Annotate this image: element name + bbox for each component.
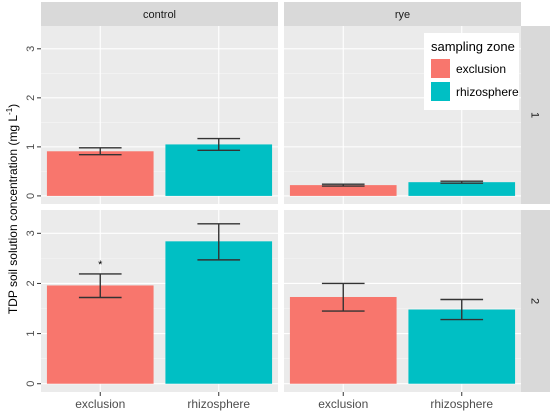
x-tick-label-exclusion: exclusion: [75, 397, 125, 411]
bar-exclusion: [46, 285, 154, 384]
bar-exclusion: [289, 185, 397, 196]
legend-key-exclusion: [431, 59, 450, 78]
legend-title: sampling zone: [431, 39, 515, 54]
y-tick-label: 2: [25, 280, 37, 286]
facet-strip-label-rye: rye: [395, 9, 410, 21]
facet-strip-row-2: [521, 210, 550, 392]
y-tick-label: 0: [25, 193, 37, 199]
facet-strip-rye: [284, 2, 521, 26]
y-tick-label: 1: [25, 144, 37, 150]
y-axis-title: TDP soil solution concentration (mg L-1): [5, 104, 20, 314]
panel-control-1: [41, 26, 278, 204]
bar-rhizosphere: [408, 309, 516, 384]
y-tick-label: 0: [25, 381, 37, 387]
x-tick-label-exclusion: exclusion: [318, 397, 368, 411]
bar-rhizosphere: [165, 144, 273, 196]
legend-key-rhizosphere: [431, 82, 450, 101]
facet-strip-row-label-2: 2: [529, 298, 541, 304]
bar-rhizosphere: [165, 241, 273, 384]
facet-strip-row-1: [521, 26, 550, 204]
facet-strip-control: [41, 2, 278, 26]
bar-rhizosphere: [408, 182, 516, 196]
y-tick-label: 3: [25, 46, 37, 52]
y-tick-label: 2: [25, 95, 37, 101]
x-tick-label-rhizosphere: rhizosphere: [430, 397, 493, 411]
panel-control-2: [41, 210, 278, 392]
legend: sampling zone exclusion rhizosphere: [424, 33, 519, 110]
legend-label-rhizosphere: rhizosphere: [456, 85, 519, 99]
y-tick-label: 3: [25, 230, 37, 236]
facet-strip-row-label-1: 1: [529, 112, 541, 118]
facet-strip-label-control: control: [143, 9, 176, 21]
y-tick-label: 1: [25, 331, 37, 337]
legend-label-exclusion: exclusion: [456, 62, 506, 76]
panel-rye-2: [284, 210, 521, 392]
significance-asterisk: *: [98, 259, 103, 271]
bar-exclusion: [46, 151, 154, 196]
x-tick-label-rhizosphere: rhizosphere: [187, 397, 250, 411]
